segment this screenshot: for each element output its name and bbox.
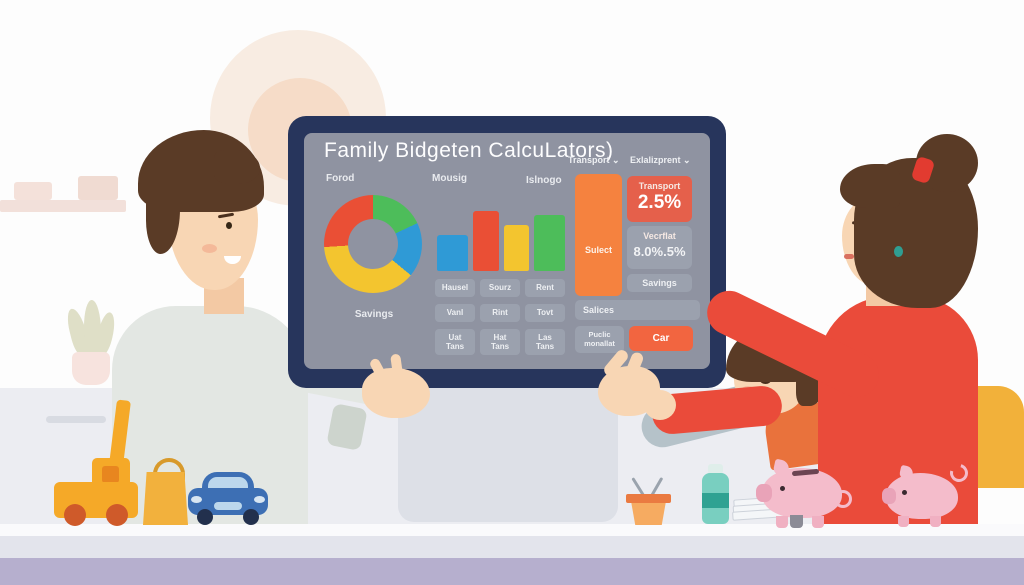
piggy-tail (834, 490, 852, 508)
toy-truck-window (102, 466, 119, 483)
select-bar-label: Sulect (584, 244, 612, 255)
toy-car-windshield (208, 477, 248, 490)
toy-car-headlight (191, 496, 202, 503)
budget-app-screen: Family Bidgeten CalcuLators) Transport ⌄… (304, 133, 710, 369)
yellow-bar (504, 225, 529, 271)
donut-chart (324, 195, 422, 293)
dropdown-exlalizprent[interactable]: Exlalizprent ⌄ (630, 155, 691, 166)
man-eyebrow (217, 212, 235, 219)
dropdown-label: Transport (568, 155, 610, 165)
piggy-leg (790, 515, 803, 528)
bottle (702, 464, 730, 524)
basket-body (631, 503, 666, 525)
bottle-label (702, 493, 729, 508)
toy-car-headlight (254, 496, 265, 503)
desk-front (0, 536, 1024, 558)
wall-shelf (0, 200, 126, 212)
column-label-housing: Mousig (432, 173, 467, 184)
toy-car-wheel (197, 509, 213, 525)
grid-button-uat-tans[interactable]: Uat Tans (435, 329, 475, 355)
piggy-leg (812, 516, 824, 528)
shelf-box (14, 182, 52, 200)
car-button[interactable]: Car (629, 326, 693, 351)
drawer-handle (46, 416, 106, 423)
man-hair-quiff (214, 150, 260, 184)
piggy-body (762, 468, 842, 518)
donut-caption: Savings (354, 309, 394, 320)
piggy-snout (756, 484, 772, 502)
savings-button[interactable]: Savings (627, 274, 692, 292)
bottle-body (702, 473, 729, 524)
grid-button-hat-tans[interactable]: Hat Tans (480, 329, 520, 355)
public-button[interactable]: Puclic monallat (575, 326, 624, 353)
chevron-down-icon: ⌄ (683, 155, 691, 165)
select-bar[interactable]: Sulect (575, 174, 622, 296)
piggy-snout (882, 488, 896, 504)
shelf-box (78, 176, 118, 200)
donut-hole (348, 219, 398, 269)
grid-button-hausel[interactable]: Hausel (435, 279, 475, 297)
app-title: Family Bidgeten CalcuLators) (324, 139, 614, 162)
piggy-body (886, 473, 958, 519)
piggy-eye (902, 490, 907, 495)
grid-button-rint[interactable]: Rint (480, 304, 520, 322)
grid-button-tovt[interactable]: Tovt (525, 304, 565, 322)
toy-truck (52, 399, 144, 528)
toy-truck-wheel (106, 504, 128, 526)
man-smile (224, 256, 241, 264)
salices-field[interactable]: Salices (575, 300, 700, 320)
man-blush (202, 244, 217, 253)
bottle-cap (708, 464, 723, 474)
category-button-grid: Hausel Sourz Rent Vanl Rint Tovt Uat Tan… (435, 279, 567, 355)
piggy-leg (776, 516, 788, 528)
monitor-stand (398, 382, 618, 522)
plant-pot (72, 352, 110, 385)
basket-rim (626, 494, 671, 503)
transport-card-value: 2.5% (637, 192, 682, 213)
piggy-eye (780, 486, 785, 491)
woman-hand (644, 390, 676, 420)
grid-button-sourz[interactable]: Sourz (480, 279, 520, 297)
piggy-leg (930, 516, 941, 527)
piggy-leg (898, 516, 909, 527)
bag-handle (153, 458, 185, 480)
woman-lips (844, 254, 854, 259)
transport-card-title: Transport (638, 181, 681, 191)
vecrflat-card[interactable]: Vecrflat 8.0%.5% (627, 226, 692, 269)
floor-strip (0, 558, 1024, 585)
blue-bar (437, 235, 468, 271)
column-label-islnogo: Islnogo (526, 175, 562, 186)
toy-car-wheel (243, 509, 259, 525)
man-eye (226, 222, 232, 229)
bag-body (143, 472, 188, 525)
toy-car (188, 472, 268, 525)
picnic-basket (626, 474, 672, 525)
child-eye-closed (760, 376, 771, 384)
woman-hair-front (840, 164, 900, 208)
desk-top-edge (0, 524, 1024, 536)
piggy-bank-small (882, 460, 972, 528)
bar-chart (437, 211, 569, 271)
vecrflat-card-title: Vecrflat (643, 231, 676, 241)
shopping-bag (143, 458, 189, 526)
vecrflat-card-value: 8.0%.5% (633, 244, 686, 259)
toy-truck-wheel (64, 504, 86, 526)
red-bar (473, 211, 499, 271)
piggy-bank-large (756, 458, 852, 530)
green-bar (534, 215, 565, 271)
chevron-down-icon: ⌄ (612, 155, 620, 165)
dropdown-transport[interactable]: Transport ⌄ (568, 155, 620, 166)
grid-button-rent[interactable]: Rent (525, 279, 565, 297)
grid-button-las-tans[interactable]: Las Tans (525, 329, 565, 355)
column-label-food: Forod (326, 173, 355, 184)
transport-card[interactable]: Transport 2.5% (627, 176, 692, 222)
grid-button-vanl[interactable]: Vanl (435, 304, 475, 322)
toy-car-grill (214, 502, 242, 510)
dropdown-label: Exlalizprent (630, 155, 681, 165)
teal-earring (894, 246, 903, 257)
man-hand (362, 368, 430, 418)
